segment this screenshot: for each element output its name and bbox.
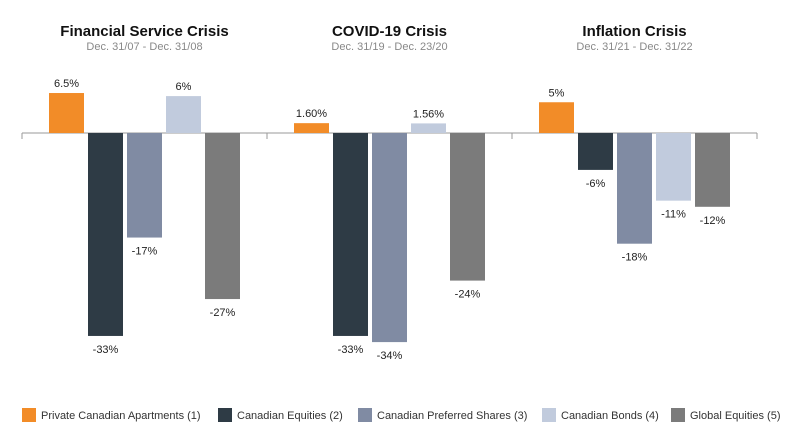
panel-subtitle: Dec. 31/19 - Dec. 23/20 bbox=[331, 41, 447, 53]
legend-swatch-canadian-equities bbox=[218, 408, 232, 422]
data-label: -6% bbox=[586, 178, 606, 190]
legend-label: Canadian Equities (2) bbox=[237, 410, 343, 422]
data-label: 1.56% bbox=[413, 108, 444, 120]
legend-label: Canadian Bonds (4) bbox=[561, 410, 659, 422]
data-label: -17% bbox=[132, 246, 158, 258]
legend-swatch-private-canadian-apartments bbox=[22, 408, 36, 422]
bar-global-equities bbox=[450, 133, 485, 281]
bar-canadian-equities bbox=[88, 133, 123, 336]
bar-canadian-bonds bbox=[166, 96, 201, 133]
data-label: 6% bbox=[176, 81, 192, 93]
data-label: -11% bbox=[661, 209, 686, 221]
bar-global-equities bbox=[205, 133, 240, 300]
bar-canadian-preferred-shares bbox=[372, 133, 407, 343]
bar-canadian-equities bbox=[578, 133, 613, 170]
bar-canadian-preferred-shares bbox=[617, 133, 652, 244]
data-label: 1.60% bbox=[296, 108, 327, 120]
data-label: -12% bbox=[700, 215, 726, 227]
legend-label: Private Canadian Apartments (1) bbox=[41, 410, 201, 422]
panel-subtitle: Dec. 31/21 - Dec. 31/22 bbox=[576, 41, 692, 53]
data-label: -33% bbox=[338, 344, 364, 356]
legend-swatch-canadian-preferred-shares bbox=[358, 408, 372, 422]
data-label: -34% bbox=[377, 350, 403, 362]
data-label: -33% bbox=[93, 344, 119, 356]
bar-private-canadian-apartments bbox=[294, 123, 329, 133]
bar-canadian-bonds bbox=[411, 123, 446, 133]
legend-swatch-global-equities bbox=[671, 408, 685, 422]
legend-label: Global Equities (5) bbox=[690, 410, 781, 422]
legend-swatch-canadian-bonds bbox=[542, 408, 556, 422]
data-label: 5% bbox=[549, 87, 565, 99]
panel-title: Inflation Crisis bbox=[582, 23, 686, 40]
bar-canadian-preferred-shares bbox=[127, 133, 162, 238]
bar-global-equities bbox=[695, 133, 730, 207]
legend-label: Canadian Preferred Shares (3) bbox=[377, 410, 527, 422]
panel-subtitle: Dec. 31/07 - Dec. 31/08 bbox=[86, 41, 202, 53]
panel-title: COVID-19 Crisis bbox=[332, 23, 447, 40]
data-label: -18% bbox=[622, 252, 648, 264]
bar-private-canadian-apartments bbox=[49, 93, 84, 133]
bar-private-canadian-apartments bbox=[539, 102, 574, 133]
data-label: -24% bbox=[455, 289, 481, 301]
bar-canadian-equities bbox=[333, 133, 368, 336]
bar-canadian-bonds bbox=[656, 133, 691, 201]
panel-title: Financial Service Crisis bbox=[60, 23, 228, 40]
data-label: -27% bbox=[210, 307, 236, 319]
data-label: 6.5% bbox=[54, 78, 79, 90]
